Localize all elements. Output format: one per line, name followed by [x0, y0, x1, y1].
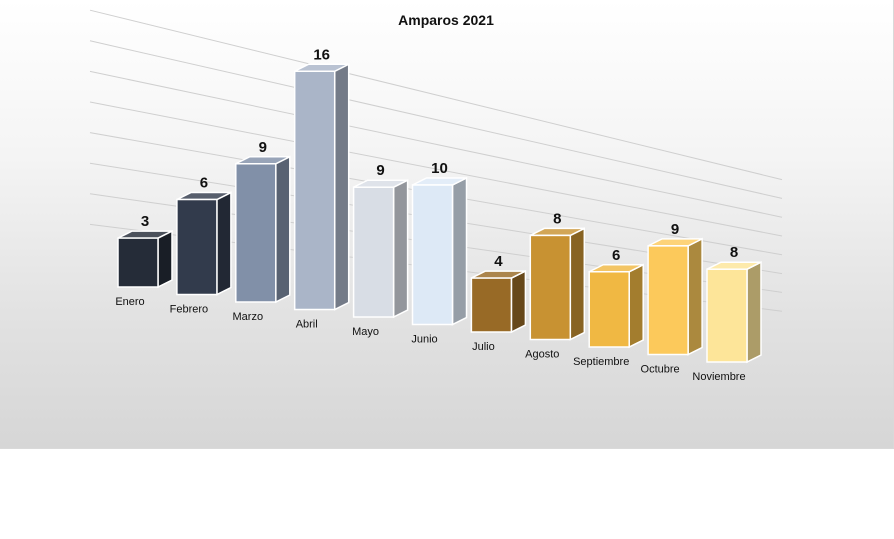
gridline [89, 70, 783, 218]
bar-side [392, 179, 409, 319]
bar-side [687, 237, 703, 356]
data-label: 8 [730, 244, 738, 261]
data-label: 10 [431, 160, 448, 177]
bar-marzo [235, 155, 291, 304]
data-label: 3 [141, 213, 149, 230]
data-label: 6 [200, 175, 208, 192]
category-label: Octubre [641, 364, 680, 376]
chart-area: 3 6 9 16 9 10 4 8 6 9 8 Enero Febrero Marzo Abril Mayo… [0, 0, 894, 449]
category-label: Abril [296, 319, 318, 331]
bar-side [628, 263, 644, 349]
bar-mayo [352, 179, 409, 319]
category-label: Agosto [525, 349, 559, 361]
bar-side [510, 269, 527, 334]
bar-agosto [529, 227, 586, 341]
bar-front [352, 186, 395, 318]
bar-chart: 3 6 9 16 9 10 4 8 6 9 8 Enero Febrero Marzo Abril Mayo… [89, 9, 783, 383]
category-label: Mayo [352, 326, 379, 338]
data-label: 4 [494, 253, 503, 270]
category-labels: Enero Febrero Marzo Abril Mayo Junio Julio Agos… [115, 296, 745, 383]
gridline [89, 40, 783, 199]
bar-front [588, 271, 630, 348]
data-label: 9 [671, 221, 679, 238]
bar-front [470, 277, 513, 333]
bar-noviembre [706, 260, 762, 364]
bars [117, 63, 762, 364]
bar-julio [470, 269, 527, 334]
bar-febrero [176, 191, 232, 296]
category-label: Septiembre [573, 356, 629, 368]
gridline [89, 9, 783, 181]
bar-side [157, 229, 173, 289]
bar-front [706, 268, 748, 363]
data-labels: 3 6 9 16 9 10 4 8 6 9 8 [141, 46, 738, 270]
bar-side [451, 176, 468, 326]
category-label: Marzo [233, 311, 264, 323]
bar-side [216, 191, 232, 296]
gridline [89, 101, 783, 237]
bar-junio [411, 176, 468, 326]
bar-side [275, 155, 291, 304]
bar-side [333, 63, 350, 311]
bar-front [117, 237, 159, 288]
category-label: Noviembre [692, 371, 745, 383]
bar-front [411, 184, 454, 326]
category-label: Febrero [170, 304, 209, 316]
bar-septiembre [588, 263, 644, 349]
category-label: Junio [411, 334, 437, 346]
bar-front [176, 198, 218, 296]
bar-side [746, 260, 762, 364]
bar-enero [117, 229, 173, 289]
category-label: Julio [472, 341, 495, 353]
data-label: 9 [376, 162, 384, 179]
data-label: 8 [553, 210, 561, 227]
data-label: 6 [612, 247, 620, 264]
chart-title: Amparos 2021 [398, 12, 494, 28]
data-label: 9 [259, 139, 267, 156]
bar-front [529, 234, 572, 341]
bar-front [293, 70, 336, 311]
category-label: Enero [115, 296, 144, 308]
bar-front [235, 163, 277, 303]
bar-front [647, 245, 689, 356]
bar-abril [293, 63, 350, 311]
bar-octubre [647, 237, 703, 356]
data-label: 16 [313, 46, 330, 63]
bar-side [569, 227, 586, 341]
